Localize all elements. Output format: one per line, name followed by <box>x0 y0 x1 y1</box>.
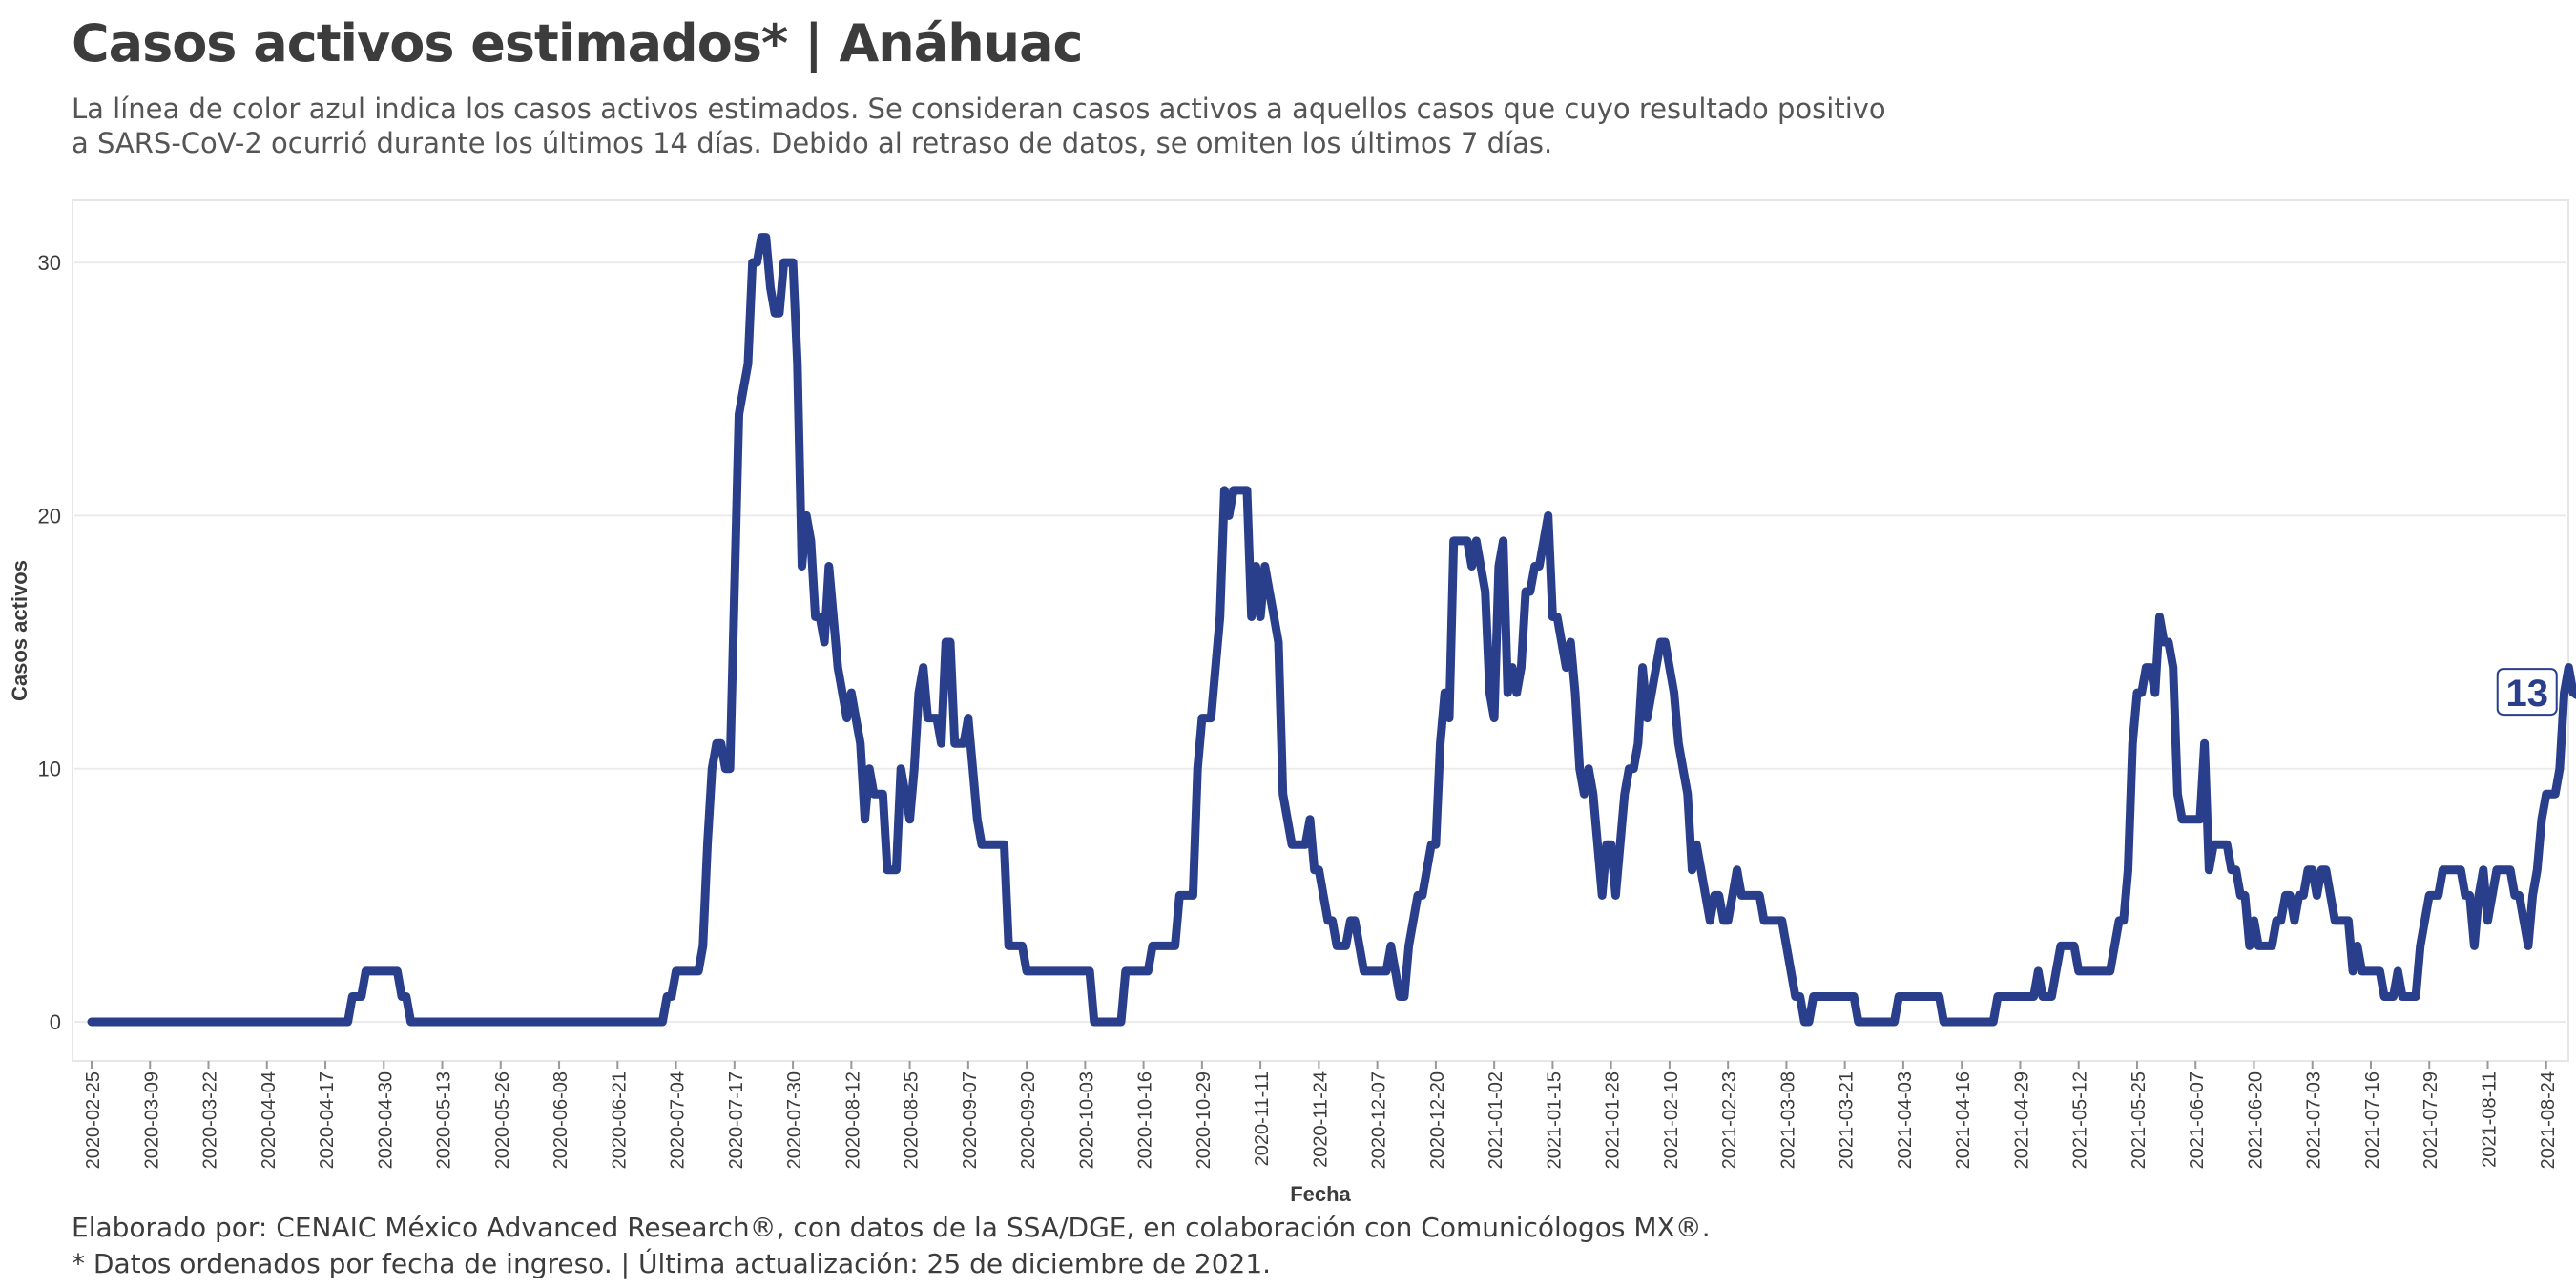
x-tick-label: 2020-10-29 <box>1194 1071 1215 1169</box>
x-tick-label: 2021-02-23 <box>1719 1071 1740 1169</box>
x-axis-label: Fecha <box>1290 1182 1351 1206</box>
x-tick-label: 2020-11-11 <box>1252 1071 1273 1166</box>
x-tick-label: 2020-04-17 <box>317 1071 338 1169</box>
y-tick-label: 10 <box>38 758 61 781</box>
x-tick-label: 2021-04-29 <box>2011 1071 2032 1169</box>
x-tick-label: 2021-08-24 <box>2538 1071 2559 1169</box>
x-tick-label: 2021-07-16 <box>2362 1071 2383 1169</box>
y-axis-label: Casos activos <box>8 560 31 701</box>
x-tick-label: 2021-08-11 <box>2479 1071 2500 1168</box>
x-tick-label: 2021-05-12 <box>2070 1071 2091 1169</box>
x-tick-label: 2020-04-30 <box>375 1071 396 1169</box>
x-tick-label: 2020-09-07 <box>960 1071 981 1169</box>
x-tick-label: 2020-10-03 <box>1076 1071 1097 1169</box>
x-tick-label: 2021-01-28 <box>1603 1071 1624 1169</box>
subtitle-line-2: a SARS-CoV-2 ocurrió durante los últimos… <box>72 127 1553 159</box>
x-tick-label: 2020-05-26 <box>492 1071 513 1169</box>
caption-line-2: * Datos ordenados por fecha de ingreso. … <box>72 1248 1272 1279</box>
x-tick-label: 2020-07-17 <box>726 1071 747 1169</box>
y-tick-label: 20 <box>38 504 61 528</box>
plot-frame <box>72 199 2569 1062</box>
chart-subtitle: La línea de color azul indica los casos … <box>72 92 1886 160</box>
x-tick-label: 2020-06-08 <box>551 1071 571 1169</box>
series-end-marker <box>2570 686 2576 699</box>
chart-title: Casos activos estimados* | Anáhuac <box>72 13 1084 73</box>
x-tick-label: 2020-08-25 <box>902 1071 923 1169</box>
subtitle-line-1: La línea de color azul indica los casos … <box>72 93 1886 125</box>
last-value-callout: 13 <box>2496 668 2558 717</box>
x-tick-label: 2020-06-21 <box>609 1071 630 1169</box>
x-tick-label: 2020-07-30 <box>784 1071 805 1169</box>
x-tick-label: 2021-03-08 <box>1777 1071 1798 1169</box>
x-tick-label: 2020-12-20 <box>1427 1071 1448 1169</box>
x-tick-label: 2020-04-04 <box>259 1071 280 1169</box>
y-tick-label: 0 <box>50 1010 61 1034</box>
x-tick-label: 2020-03-09 <box>141 1071 162 1169</box>
x-axis-ticks: 2020-02-25 2020-03-09 2020-03-22 2020-04-04… <box>83 1061 2559 1169</box>
last-value-label: 13 <box>2505 673 2548 715</box>
x-tick-label: 2020-09-20 <box>1018 1071 1039 1169</box>
x-tick-label: 2021-05-25 <box>2129 1071 2150 1169</box>
x-tick-label: 2020-08-12 <box>842 1071 863 1169</box>
x-tick-label: 2021-01-02 <box>1485 1071 1506 1169</box>
x-tick-label: 2021-07-03 <box>2304 1071 2325 1169</box>
caption-line-1: Elaborado por: CENAIC México Advanced Re… <box>72 1212 1711 1243</box>
x-tick-label: 2021-04-16 <box>1953 1071 1974 1169</box>
x-tick-label: 2020-11-24 <box>1310 1071 1331 1168</box>
y-axis-ticks: 0 10 20 30 <box>38 251 61 1034</box>
x-tick-label: 2020-12-07 <box>1369 1071 1390 1169</box>
x-tick-label: 2020-02-25 <box>83 1071 104 1169</box>
x-tick-label: 2021-06-07 <box>2187 1071 2208 1169</box>
series-line-casos-activos <box>87 233 2576 1027</box>
last-value-box <box>2496 668 2558 717</box>
x-tick-label: 2020-10-16 <box>1135 1071 1156 1169</box>
chart-caption: Elaborado por: CENAIC México Advanced Re… <box>72 1210 1711 1282</box>
x-tick-label: 2021-02-10 <box>1661 1071 1682 1169</box>
x-tick-label: 2020-05-13 <box>434 1071 455 1169</box>
x-tick-label: 2020-07-04 <box>668 1071 689 1169</box>
x-tick-label: 2021-06-20 <box>2245 1071 2266 1169</box>
x-tick-label: 2021-07-29 <box>2420 1071 2441 1169</box>
x-tick-label: 2021-04-03 <box>1895 1071 1916 1169</box>
x-tick-label: 2021-01-15 <box>1544 1071 1565 1169</box>
y-tick-label: 30 <box>38 251 61 275</box>
x-tick-label: 2021-03-21 <box>1837 1071 1858 1169</box>
x-tick-label: 2020-03-22 <box>200 1071 221 1169</box>
